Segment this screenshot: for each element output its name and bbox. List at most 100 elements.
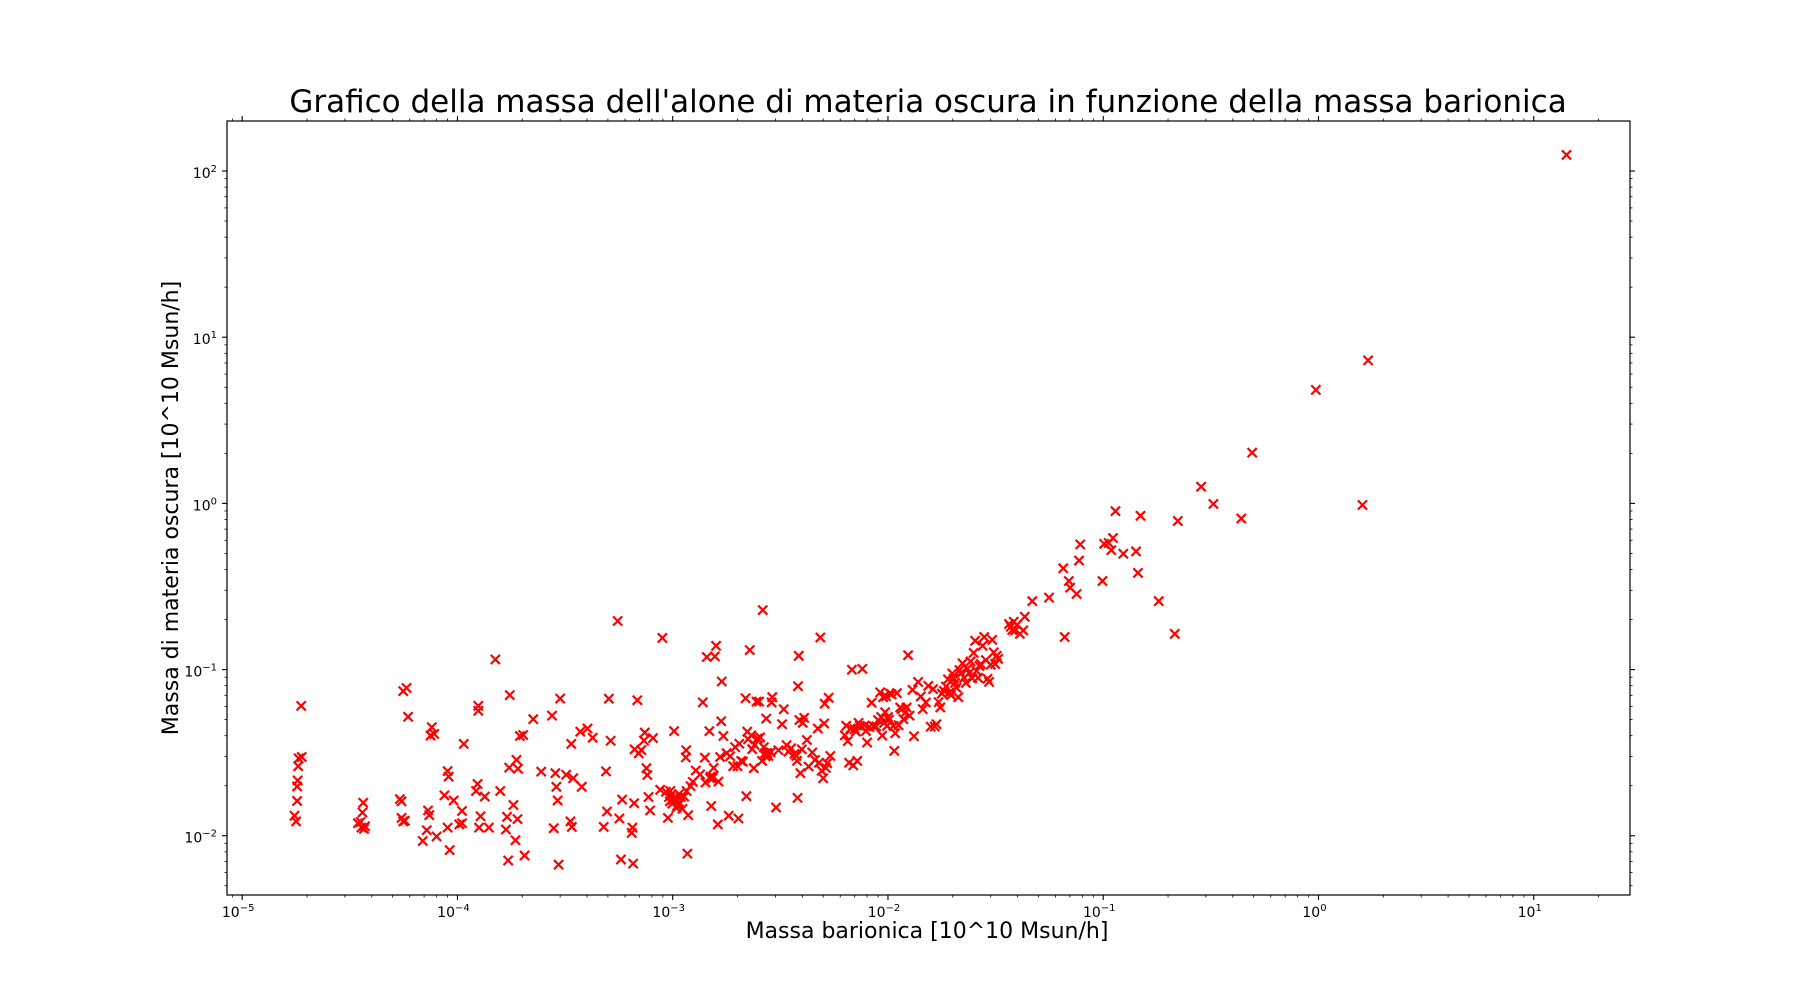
data-point [549, 767, 561, 779]
data-point [508, 799, 519, 811]
data-point [991, 650, 1003, 662]
data-point [770, 802, 782, 813]
data-point [792, 680, 804, 692]
data-point [458, 738, 470, 750]
data-point [963, 667, 975, 679]
data-point [527, 713, 539, 725]
data-point [358, 823, 370, 835]
data-point [512, 763, 524, 775]
data-point [861, 737, 873, 748]
data-point [888, 745, 900, 757]
data-point [510, 834, 521, 846]
data-point [868, 721, 880, 732]
data-point [644, 805, 656, 816]
data-point [565, 738, 577, 750]
y-tick-label: 102 [193, 164, 217, 182]
data-point [1105, 544, 1117, 556]
data-point [821, 757, 833, 769]
data-point [925, 721, 937, 733]
data-point [773, 744, 784, 756]
data-point [818, 718, 830, 729]
data-point [603, 693, 615, 705]
data-point [535, 766, 547, 778]
data-point [761, 747, 773, 759]
data-point [1561, 149, 1572, 161]
data-point [678, 791, 690, 802]
data-point [643, 791, 654, 803]
data-point [714, 751, 726, 763]
data-point [992, 653, 1004, 665]
data-point [1135, 510, 1146, 522]
data-point [891, 687, 903, 699]
data-point [978, 631, 990, 643]
data-point [876, 730, 888, 741]
data-point [723, 810, 735, 822]
data-point [511, 754, 522, 766]
data-point [489, 654, 501, 665]
data-point [969, 635, 981, 647]
data-point [724, 750, 736, 762]
data-point [1362, 355, 1374, 366]
data-point [708, 762, 720, 774]
data-point [582, 723, 593, 734]
data-point [641, 769, 653, 781]
data-point [796, 743, 808, 755]
x-axis-label: Massa barionica [10^10 Msun/h] [746, 919, 1109, 944]
data-point [817, 772, 829, 784]
x-tick-label: 101 [1518, 903, 1542, 921]
data-point [856, 663, 868, 675]
data-point [751, 696, 762, 708]
data-point [866, 697, 878, 709]
data-point [1172, 515, 1184, 527]
axes: 10−5 10−4 10−3 10−2 10−1 100 101 10−2 10−1 100 101… [184, 116, 1635, 921]
data-point [709, 651, 721, 662]
data-point [972, 672, 984, 684]
data-point [1357, 499, 1368, 511]
data-point [1132, 567, 1144, 579]
data-point [448, 795, 460, 806]
data-point [605, 735, 617, 747]
data-point [600, 765, 612, 777]
y-axis-label: Massa di materia oscura [10^10 Msun/h] [159, 281, 184, 735]
data-point [423, 809, 435, 821]
chart-title: Grafico della massa dell'alone di materi… [289, 84, 1566, 120]
data-point [587, 732, 599, 744]
data-point [401, 682, 412, 694]
data-point [627, 822, 638, 833]
data-point [951, 682, 962, 694]
data-point [635, 744, 647, 756]
data-point [494, 785, 506, 797]
data-point [850, 726, 862, 738]
data-point [699, 752, 711, 764]
data-point [357, 807, 368, 818]
data-point [566, 821, 578, 833]
data-point [931, 718, 942, 730]
x-tick-label: 10−3 [652, 903, 685, 921]
data-point [519, 850, 530, 861]
data-point [680, 744, 692, 756]
data-point [631, 694, 643, 706]
data-point [290, 816, 302, 827]
y-tick-label: 10−2 [184, 829, 217, 847]
data-point [473, 822, 485, 833]
data-point [697, 696, 709, 708]
data-point [753, 696, 765, 707]
data-point [823, 692, 834, 704]
data-point [656, 632, 668, 644]
y-tick-label: 100 [193, 496, 217, 514]
data-point [795, 767, 806, 779]
data-point [882, 711, 894, 723]
data-point [553, 859, 564, 871]
data-point [765, 746, 776, 758]
data-point [760, 713, 772, 724]
data-point [741, 790, 752, 802]
data-point [813, 757, 825, 769]
y-tick-label: 10−1 [184, 663, 217, 681]
data-point [1246, 447, 1258, 459]
data-point [1235, 513, 1247, 524]
data-point [904, 710, 915, 722]
data-point [456, 805, 468, 817]
data-point [616, 794, 628, 805]
data-point [567, 772, 579, 784]
data-point [968, 647, 980, 659]
